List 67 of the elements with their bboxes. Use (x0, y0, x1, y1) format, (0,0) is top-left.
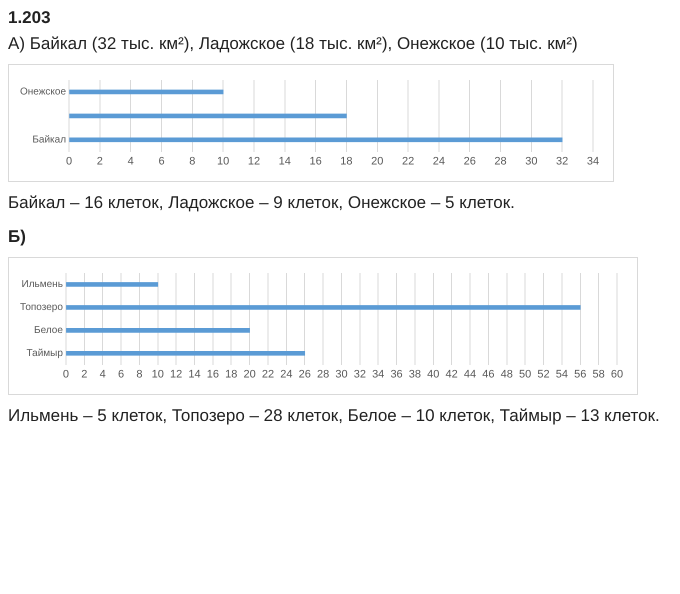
y-tick-label: Байкал (32, 134, 66, 146)
x-tick-label: 8 (189, 155, 196, 168)
bar (69, 90, 224, 94)
x-tick-label: 56 (574, 368, 586, 380)
x-tick-label: 46 (482, 368, 495, 380)
x-tick-label: 6 (118, 368, 124, 380)
bar (66, 305, 581, 310)
x-tick-label: 18 (225, 368, 238, 380)
x-tick-label: 22 (402, 155, 414, 168)
x-tick-label: 50 (519, 368, 532, 380)
x-tick-label: 48 (500, 368, 513, 380)
bar (66, 282, 158, 287)
x-tick-label: 4 (100, 368, 106, 380)
y-tick-label: Онежское (20, 86, 66, 98)
x-tick-label: 58 (592, 368, 605, 380)
chart-title: Б) (8, 227, 27, 247)
x-tick-label: 40 (427, 368, 440, 380)
y-tick-label: Белое (34, 325, 64, 336)
x-tick-label: 24 (280, 368, 292, 380)
x-tick-label: 34 (372, 368, 384, 380)
x-tick-label: 60 (610, 368, 624, 380)
x-tick-label: 0 (62, 368, 69, 380)
x-tick-label: 52 (537, 368, 550, 380)
x-tick-label: 34 (586, 155, 600, 168)
text: Ильмень – 5 клеток, Топозеро – 28 клеток, Белое – 10 клеток, Таймыр – 13 клеток. (8, 406, 661, 426)
x-tick-label: 4 (128, 155, 134, 168)
x-tick-label: 10 (152, 368, 164, 380)
x-tick-label: 30 (525, 155, 538, 168)
x-tick-label: 2 (96, 155, 103, 168)
x-tick-label: 20 (243, 368, 256, 380)
x-tick-label: 12 (248, 155, 260, 168)
x-tick-label: 16 (206, 368, 219, 380)
text: Байкал – 16 клеток, Ладожское – 9 клеток, Онежское – 5 клеток. (8, 193, 516, 213)
x-tick-label: 28 (316, 368, 330, 380)
y-tick-label: Таймыр (26, 348, 64, 360)
bar (69, 114, 347, 118)
chart-subtitle: А) Байкал (32 тыс. км²), Ладожское (18 тыс. км²), Онежское (10 тыс. км²) (8, 34, 579, 54)
x-tick-label: 14 (188, 368, 201, 380)
x-tick-label: 6 (158, 155, 165, 168)
x-tick-label: 0 (66, 155, 72, 168)
x-tick-label: 22 (262, 368, 274, 380)
bar (66, 350, 306, 356)
x-tick-label: 28 (494, 155, 507, 168)
x-tick-label: 12 (170, 368, 182, 380)
x-tick-label: 24 (432, 155, 446, 168)
x-tick-label: 32 (354, 368, 366, 380)
x-tick-label: 20 (371, 155, 384, 168)
x-tick-label: 18 (340, 155, 353, 168)
x-tick-label: 10 (217, 155, 230, 168)
x-tick-label: 26 (464, 155, 476, 168)
x-tick-label: 2 (81, 368, 88, 380)
x-tick-label: 54 (556, 368, 568, 380)
x-tick-label: 8 (136, 368, 142, 380)
x-tick-label: 36 (390, 368, 403, 380)
x-tick-label: 16 (309, 155, 322, 168)
y-tick-label: Топозеро (20, 302, 64, 314)
x-tick-label: 14 (278, 155, 291, 168)
bar (69, 138, 563, 142)
x-tick-label: 42 (446, 368, 458, 380)
x-tick-label: 38 (408, 368, 422, 380)
bar (66, 328, 250, 333)
chart-title: 1.203 (8, 8, 52, 28)
x-tick-label: 26 (298, 368, 311, 380)
x-tick-label: 32 (556, 155, 568, 168)
y-tick-label: Ильмень (22, 279, 63, 290)
x-tick-label: 44 (464, 368, 476, 380)
x-tick-label: 30 (335, 368, 348, 380)
